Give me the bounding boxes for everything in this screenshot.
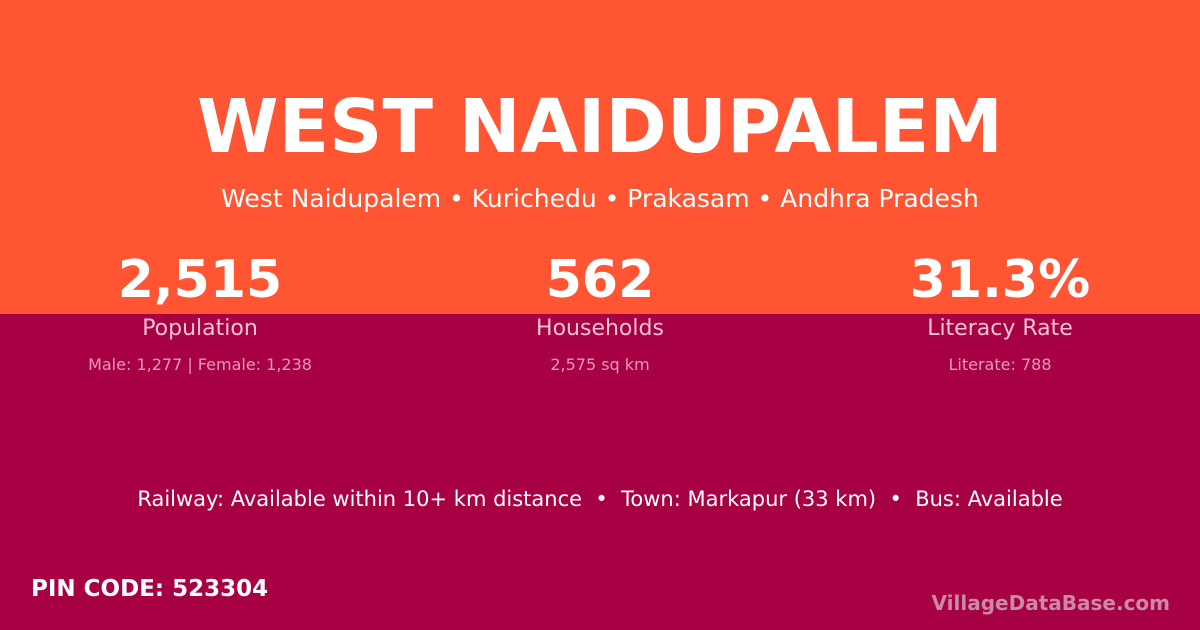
- population-detail: Male: 1,277 | Female: 1,238: [88, 355, 312, 374]
- page-title: WEST NAIDUPALEM: [196, 84, 1003, 170]
- brand-watermark: VillageDataBase.com: [931, 591, 1170, 615]
- households-label: Households: [536, 316, 664, 341]
- pin-code: PIN CODE: 523304: [31, 576, 269, 602]
- body-band: [0, 314, 1200, 630]
- literacy-value: 31.3%: [909, 250, 1091, 310]
- header-band: [0, 0, 1200, 314]
- literacy-detail: Literate: 788: [948, 355, 1052, 374]
- households-value: 562: [545, 250, 655, 310]
- population-value: 2,515: [117, 250, 283, 310]
- households-detail: 2,575 sq km: [550, 355, 650, 374]
- literacy-label: Literacy Rate: [927, 316, 1073, 341]
- population-label: Population: [142, 316, 258, 341]
- location-breadcrumb: West Naidupalem • Kurichedu • Prakasam •…: [221, 184, 979, 213]
- connectivity-info: Railway: Available within 10+ km distanc…: [137, 487, 1063, 511]
